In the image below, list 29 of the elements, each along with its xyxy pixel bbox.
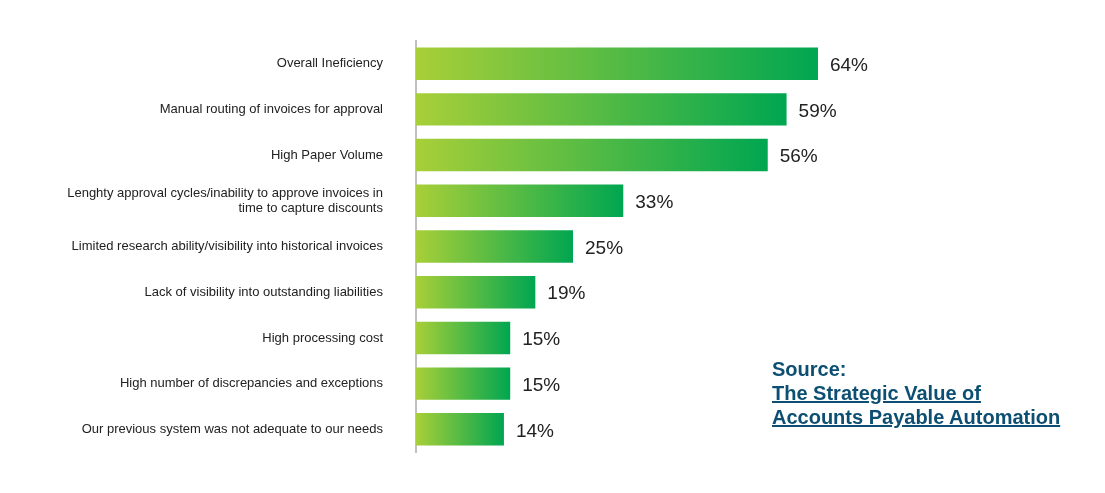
data-label: 14%: [515, 419, 555, 441]
bar: [416, 138, 768, 172]
y-tick-label: Lack of visibility into outstanding liabilities: [144, 283, 384, 299]
data-label: 56%: [779, 145, 818, 167]
data-label: 33%: [635, 191, 674, 213]
bar: [416, 413, 504, 446]
y-tick-label: Our previous system was not adequate to our needs: [81, 420, 384, 436]
bar: [416, 184, 624, 218]
data-label: 19%: [547, 282, 586, 304]
y-tick-label: Overall Ineficiency: [276, 55, 384, 71]
data-label: 15%: [522, 328, 561, 350]
y-tick-label: High processing cost: [262, 329, 384, 345]
annotation: Source:: [772, 357, 848, 381]
bar: [416, 47, 818, 80]
bar: [416, 275, 536, 309]
data-label: 64%: [829, 53, 869, 75]
bar: [416, 321, 511, 355]
bar: [416, 230, 574, 263]
data-label: 25%: [585, 236, 624, 258]
y-tick-label: Manual routing of invoices for approval: [159, 100, 384, 116]
data-label: 59%: [798, 99, 837, 121]
y-tick-label: High number of discrepancies and exceptions: [119, 375, 384, 391]
bar: [416, 367, 511, 400]
y-tick-label: High Paper Volume: [270, 146, 383, 162]
y-tick-label: Lenghty approval cycles/inability to approve invoices in time to capture discounts: [67, 184, 384, 216]
bar: [416, 93, 787, 126]
annotation: The Strategic Value of Accounts Payable Automation: [772, 381, 1062, 429]
y-tick-label: Limited research ability/visibility into historical invoices: [71, 238, 384, 254]
data-label: 15%: [522, 373, 561, 395]
